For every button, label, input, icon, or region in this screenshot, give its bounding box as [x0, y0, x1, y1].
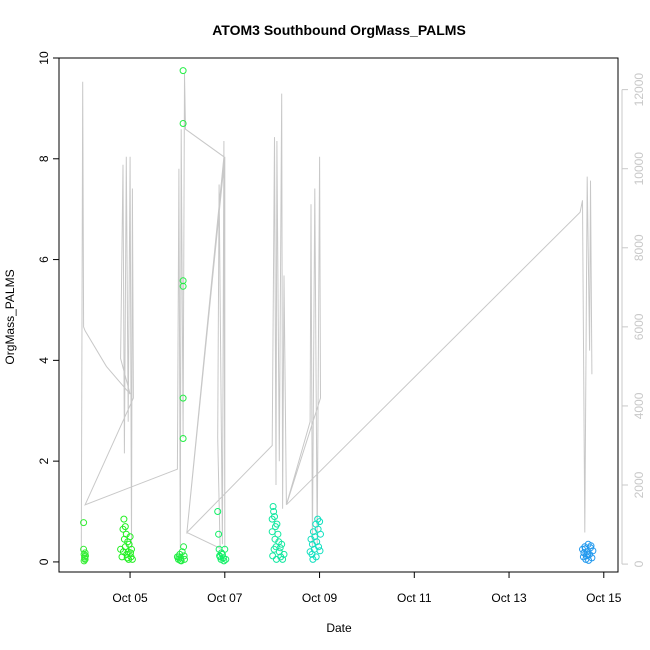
data-point-s1-18	[123, 554, 131, 562]
x-tick-label-15: Oct 15	[586, 591, 622, 605]
data-point-s0-1	[80, 545, 88, 553]
x-tick-label-13: Oct 13	[491, 591, 527, 605]
data-point-s4-19	[276, 544, 284, 552]
y-tick-label-10: 10	[37, 51, 51, 65]
data-point-s2-13	[180, 552, 188, 560]
data-point-s3-1	[215, 530, 223, 538]
y-axis-label: OrgMass_PALMS	[3, 269, 17, 364]
y-tick-label-8: 8	[37, 155, 51, 162]
data-point-s3-8	[222, 555, 230, 563]
data-point-s2-15	[175, 553, 183, 561]
data-point-s4-0	[268, 528, 276, 536]
data-point-s4-2	[269, 503, 277, 510]
data-point-s0-8	[81, 554, 89, 562]
data-point-s1-15	[128, 545, 135, 553]
data-point-s4-8	[273, 520, 281, 528]
altitude-trace-layer	[80, 73, 593, 553]
x-tick-label-5: Oct 05	[112, 591, 148, 605]
y-tick-label-6: 6	[37, 256, 51, 263]
data-point-s4-18	[269, 552, 277, 560]
data-point-s6-14	[581, 545, 589, 553]
data-point-s2-9	[179, 282, 187, 290]
plot-frame	[58, 57, 619, 573]
right-tick-label-8000: 8000	[632, 234, 646, 261]
data-point-s1-19	[127, 549, 134, 557]
data-point-s5-14	[314, 525, 322, 533]
data-point-s5-9	[316, 518, 324, 526]
data-point-s3-0	[214, 508, 222, 515]
data-point-s0-6	[80, 557, 88, 565]
chart-title: ATOM3 Southbound OrgMass_PALMS	[212, 22, 466, 38]
x-tick-label-7: Oct 07	[207, 591, 243, 605]
data-point-s3-9	[220, 557, 228, 565]
y-tick-label-0: 0	[37, 558, 51, 565]
x-tick-label-9: Oct 09	[302, 591, 338, 605]
data-point-s6-13	[587, 542, 595, 550]
data-point-s1-13	[126, 533, 134, 541]
data-points-layer	[80, 67, 597, 565]
data-point-s1-17	[119, 548, 127, 556]
right-tick-label-2000: 2000	[632, 471, 646, 498]
data-point-s0-0	[80, 519, 88, 527]
data-point-s4-9	[274, 530, 282, 538]
data-point-s3-11	[218, 549, 225, 557]
axes-layer: 0 2 4 6 8 10 Oct 05 Oct 07 Oct 09 Oct 11 Oct 13 Oct…	[37, 51, 646, 605]
x-tick-label-11: Oct 11	[397, 591, 432, 605]
x-axis-label: Date	[326, 621, 352, 635]
data-point-s5-15	[309, 555, 317, 563]
data-point-s4-16	[272, 555, 280, 563]
data-point-s4-3	[270, 508, 278, 515]
data-point-s4-14	[280, 550, 288, 558]
data-point-s2-7	[179, 120, 187, 127]
data-point-s2-5	[178, 548, 186, 556]
data-point-s4-4	[271, 513, 278, 521]
data-point-s1-3	[120, 515, 128, 523]
altitude-trace-line	[80, 73, 593, 553]
data-point-s1-5	[121, 523, 129, 531]
data-point-s2-11	[179, 435, 187, 442]
data-point-s2-6	[179, 67, 187, 75]
right-tick-label-4000: 4000	[632, 392, 646, 419]
right-tick-label-10000: 10000	[632, 152, 646, 186]
data-point-s2-16	[176, 556, 184, 564]
data-point-s6-15	[584, 551, 592, 559]
y-tick-label-4: 4	[37, 357, 51, 364]
data-point-s2-14	[181, 555, 188, 563]
right-tick-label-0: 0	[632, 560, 646, 567]
right-tick-label-6000: 6000	[632, 313, 646, 340]
y-tick-label-2: 2	[37, 457, 51, 464]
data-point-s2-12	[180, 543, 188, 551]
right-tick-label-12000: 12000	[632, 73, 646, 107]
data-point-s2-10	[179, 394, 187, 402]
data-point-s5-16	[316, 547, 324, 555]
